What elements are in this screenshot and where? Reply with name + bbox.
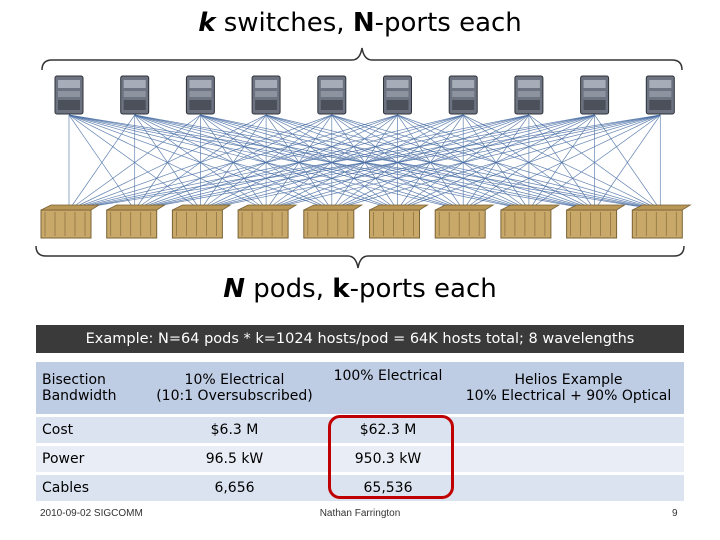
link-mesh <box>68 114 661 211</box>
footer-author: Nathan Farrington <box>319 508 401 519</box>
network-link <box>68 114 529 211</box>
switch-icon <box>645 75 675 115</box>
switch-brace <box>41 47 683 71</box>
table-header-row: Bisection Bandwidth 10% Electrical (10:1 … <box>36 362 684 414</box>
pod-container-icon <box>237 204 298 239</box>
slide-title: k switches, N-ports each <box>0 8 720 38</box>
pod-row <box>40 204 692 239</box>
switch-icon <box>54 75 84 115</box>
pod-container-icon <box>434 204 495 239</box>
switch-icon <box>383 75 412 115</box>
header-col1-line2: (10:1 Oversubscribed) <box>156 388 313 404</box>
network-link <box>134 114 661 211</box>
table-row: Power 96.5 kW 950.3 kW <box>36 446 684 472</box>
pod-container-icon <box>500 204 561 239</box>
network-link <box>463 114 661 211</box>
pod-container-icon <box>171 204 232 239</box>
network-link <box>528 114 661 211</box>
header-col3-line1: Helios Example <box>514 372 623 388</box>
pod-brace <box>35 245 685 269</box>
switch-icon <box>317 75 347 115</box>
row-col1: 96.5 kW <box>146 446 323 472</box>
title-end: -ports each <box>374 8 522 38</box>
subtitle-mid: pods, <box>245 274 333 304</box>
pod-container-icon <box>106 204 167 239</box>
network-link <box>68 114 464 211</box>
header-col2: 100% Electrical <box>323 362 453 414</box>
table-row: Cost $6.3 M $62.3 M <box>36 417 684 443</box>
pod-container-icon <box>566 204 626 239</box>
row-label: Cables <box>36 475 146 501</box>
header-col3-line2: 10% Electrical + 90% Optical <box>465 388 672 404</box>
network-link <box>68 114 201 211</box>
switch-icon <box>185 75 215 115</box>
slide-number: 9 <box>672 508 678 519</box>
network-link <box>68 114 595 211</box>
header-col1: 10% Electrical (10:1 Oversubscribed) <box>146 362 323 414</box>
row-col3 <box>453 417 684 443</box>
title-mid: switches, <box>215 8 353 38</box>
title-n: N <box>352 8 375 38</box>
network-link <box>397 114 661 211</box>
slide-subtitle: N pods, k-ports each <box>0 274 720 304</box>
network-link <box>68 114 661 211</box>
switch-icon <box>580 75 610 115</box>
switch-row <box>54 75 675 115</box>
network-link <box>68 114 398 211</box>
footer-date: 2010-09-02 SIGCOMM <box>40 508 143 519</box>
row-col1: $6.3 M <box>146 417 323 443</box>
row-col3 <box>453 446 684 472</box>
network-link <box>68 114 332 211</box>
network-link <box>68 114 267 211</box>
example-banner: Example: N=64 pods * k=1024 hosts/pod = … <box>36 325 684 353</box>
header-label: Bisection Bandwidth <box>36 362 146 414</box>
network-link <box>200 114 661 211</box>
switch-icon <box>514 75 544 115</box>
highlight-box <box>328 415 454 499</box>
switch-icon <box>251 75 281 115</box>
row-col2: 950.3 kW <box>323 446 453 472</box>
row-col2: $62.3 M <box>323 417 453 443</box>
header-col3: Helios Example 10% Electrical + 90% Optic… <box>453 362 684 414</box>
pod-container-icon <box>631 204 692 239</box>
network-link <box>68 114 135 211</box>
title-k: k <box>198 8 216 38</box>
subtitle-n: N <box>223 274 245 304</box>
network-link <box>266 114 661 211</box>
row-label: Power <box>36 446 146 472</box>
subtitle-k: k <box>332 274 350 304</box>
row-col1: 6,656 <box>146 475 323 501</box>
comparison-table: Bisection Bandwidth 10% Electrical (10:1 … <box>36 359 684 504</box>
pod-container-icon <box>40 204 101 239</box>
pod-container-icon <box>369 204 429 239</box>
network-link <box>594 114 661 211</box>
pod-container-icon <box>303 204 364 239</box>
table-row: Cables 6,656 65,536 <box>36 475 684 501</box>
header-col1-line1: 10% Electrical <box>184 372 285 388</box>
topology-diagram <box>35 47 692 269</box>
row-label: Cost <box>36 417 146 443</box>
network-link <box>331 114 661 211</box>
row-col3 <box>453 475 684 501</box>
subtitle-end: -ports each <box>349 274 497 304</box>
switch-icon <box>120 75 150 115</box>
switch-icon <box>448 75 478 115</box>
